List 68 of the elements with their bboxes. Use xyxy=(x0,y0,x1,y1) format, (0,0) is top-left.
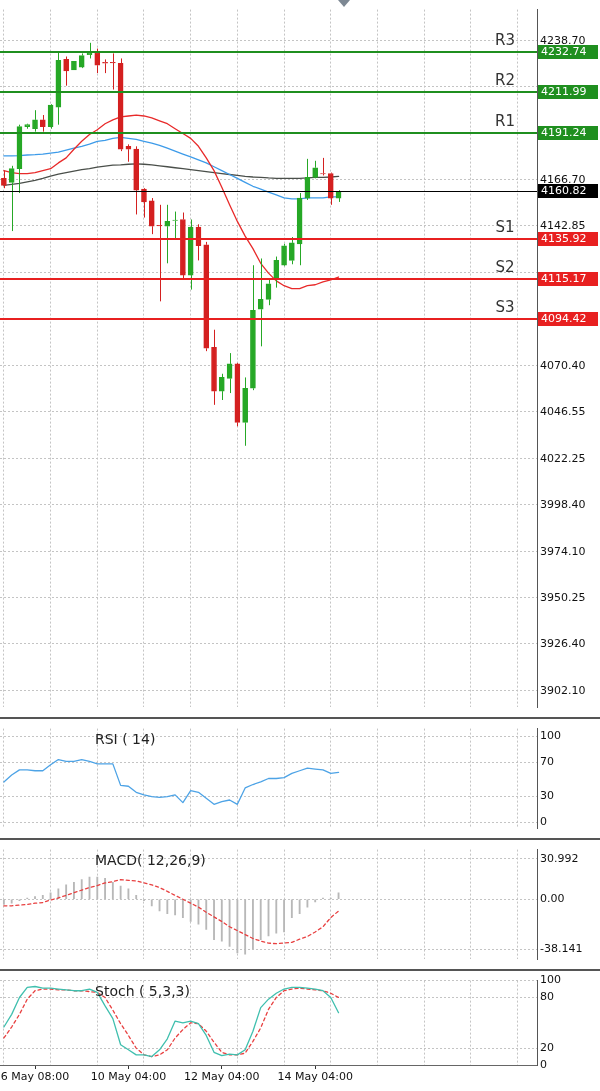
y-tick-label: 4046.55 xyxy=(540,404,586,418)
ref-line-label: R1 xyxy=(495,112,515,131)
chart-title: Stoch ( 5,3,3) xyxy=(95,983,190,1000)
candlestick xyxy=(203,241,210,352)
ref-line-label: R3 xyxy=(495,31,515,50)
y-tick-label: 3950.25 xyxy=(540,590,586,604)
chart-title: RSI ( 14) xyxy=(95,731,156,748)
y-tick-label: 100 xyxy=(540,729,561,743)
y-tick-label: 4142.85 xyxy=(540,218,586,232)
candlestick xyxy=(78,52,85,68)
text: 4094.42 xyxy=(541,311,587,325)
candlestick xyxy=(24,124,31,130)
y-tick-label: 4070.40 xyxy=(540,358,586,372)
candlestick xyxy=(8,165,15,232)
text: 4191.24 xyxy=(541,125,587,139)
text: 4211.99 xyxy=(541,84,587,98)
y-tick-label: 100 xyxy=(540,973,561,987)
y-tick-label: 3998.40 xyxy=(540,497,586,511)
candlestick xyxy=(281,243,287,266)
x-tick-label: 10 May 04:00 xyxy=(90,1070,167,1084)
ref-line-label: S1 xyxy=(495,218,515,237)
candlestick xyxy=(141,188,147,219)
x-tick-label: 12 May 04:00 xyxy=(184,1070,260,1084)
y-tick-label: -38.141 xyxy=(540,941,583,955)
y-tick-label: 30 xyxy=(540,789,554,803)
text: 4232.74 xyxy=(541,44,587,58)
ref-line-label: R2 xyxy=(495,71,515,90)
y-tick-label: 80 xyxy=(540,990,554,1004)
line-series xyxy=(3,879,340,945)
y-tick-label: 20 xyxy=(540,1040,554,1054)
y-tick-label: 4238.70 xyxy=(540,33,586,47)
y-tick-label: 70 xyxy=(540,755,554,769)
x-tick-label: 6 May 08:00 xyxy=(0,1070,70,1084)
chart-title: MACD( 12,26,9) xyxy=(95,852,206,869)
candlestick xyxy=(133,145,140,215)
candlestick xyxy=(110,52,116,91)
candlestick xyxy=(211,329,217,406)
candlestick xyxy=(312,160,319,178)
candlestick xyxy=(32,109,38,133)
candlestick xyxy=(250,264,256,391)
y-tick-label: 4166.70 xyxy=(540,172,586,186)
ref-line-label: S3 xyxy=(495,298,515,317)
candlestick xyxy=(257,257,264,347)
text: 4115.17 xyxy=(541,271,587,285)
y-tick-label: 30.992 xyxy=(540,851,579,865)
y-tick-label: 0 xyxy=(540,1057,547,1071)
text: 4135.92 xyxy=(541,231,587,245)
candlestick xyxy=(63,56,69,87)
candlestick xyxy=(102,58,108,74)
ref-line-label: S2 xyxy=(495,258,515,277)
y-tick-label: 3902.10 xyxy=(540,683,586,697)
y-tick-label: 0.00 xyxy=(540,892,565,906)
candlestick xyxy=(164,204,171,264)
candlestick xyxy=(242,376,248,447)
candlestick xyxy=(39,114,46,133)
candlestick xyxy=(218,373,225,401)
x-tick-label: 14 May 04:00 xyxy=(277,1070,353,1084)
y-tick-label: 4022.25 xyxy=(540,451,586,465)
y-tick-label: 0 xyxy=(540,815,547,829)
y-tick-label: 3926.40 xyxy=(540,636,586,650)
text: 4160.82 xyxy=(541,183,587,197)
candlestick xyxy=(1,170,7,189)
candlestick xyxy=(156,204,163,302)
candlestick xyxy=(187,218,194,291)
candlestick xyxy=(125,143,132,163)
candlestick xyxy=(327,173,334,206)
y-tick-label: 3974.10 xyxy=(540,544,586,558)
candlestick xyxy=(148,197,155,235)
